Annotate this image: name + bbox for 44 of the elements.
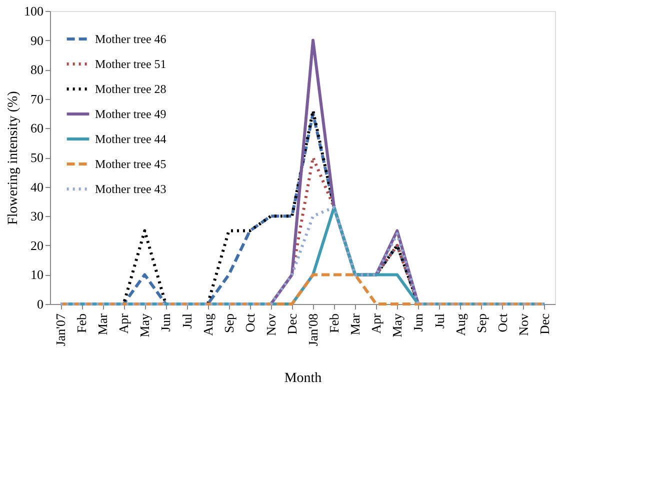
x-tick-label: May <box>390 313 405 338</box>
y-tick-label: 40 <box>30 179 44 194</box>
x-tick-label: Feb <box>326 314 342 333</box>
y-axis-title: Flowering intensity (%) <box>6 90 21 225</box>
x-tick-label: Apr <box>116 312 132 334</box>
x-tick-label: Nov <box>263 313 278 336</box>
x-tick-label: Apr <box>368 312 384 334</box>
x-tick-label: Jul <box>432 313 447 329</box>
x-tick-label: Feb <box>74 314 90 333</box>
y-tick-label: 0 <box>37 296 44 312</box>
legend-label: Mother tree 46 <box>95 32 166 46</box>
x-tick-label: Oct <box>494 313 510 332</box>
x-tick-label: Aug <box>452 313 468 336</box>
x-tick-label: Nov <box>516 313 531 336</box>
x-tick-label: Mar <box>348 312 363 336</box>
x-tick-label: Dec <box>536 313 552 334</box>
legend-label: Mother tree 28 <box>95 82 166 96</box>
x-axis-title: Month <box>284 371 322 386</box>
y-tick-label: 80 <box>30 62 44 78</box>
y-tick-label: 50 <box>30 150 44 165</box>
y-tick-label: 60 <box>30 120 44 136</box>
x-tick-label: May <box>137 313 152 338</box>
y-tick-label: 90 <box>30 32 44 48</box>
x-tick-label: Oct <box>242 313 258 332</box>
y-tick-label: 20 <box>30 238 44 253</box>
x-tick-label: Dec <box>284 313 300 334</box>
x-tick-label: Sep <box>221 314 236 333</box>
x-tick-label: Jun <box>158 313 174 332</box>
y-tick-label: 10 <box>30 267 44 282</box>
y-tick-label: 30 <box>30 208 44 224</box>
x-tick-label: Mar <box>95 312 110 336</box>
x-tick-label: Jan'07 <box>53 313 68 346</box>
x-tick-label: Jan'08 <box>306 314 321 346</box>
legend-label: Mother tree 45 <box>95 157 166 171</box>
y-tick-label: 70 <box>30 91 44 106</box>
x-tick-label: Aug <box>200 313 216 336</box>
y-tick-label: 100 <box>24 4 44 18</box>
legend-label: Mother tree 44 <box>95 132 166 146</box>
x-tick-label: Jul <box>179 313 194 329</box>
legend-label: Mother tree 49 <box>95 107 166 121</box>
legend-label: Mother tree 51 <box>95 57 166 71</box>
x-tick-label: Jun <box>410 313 426 332</box>
legend-label: Mother tree 43 <box>95 182 166 196</box>
x-tick-label: Sep <box>474 314 489 333</box>
